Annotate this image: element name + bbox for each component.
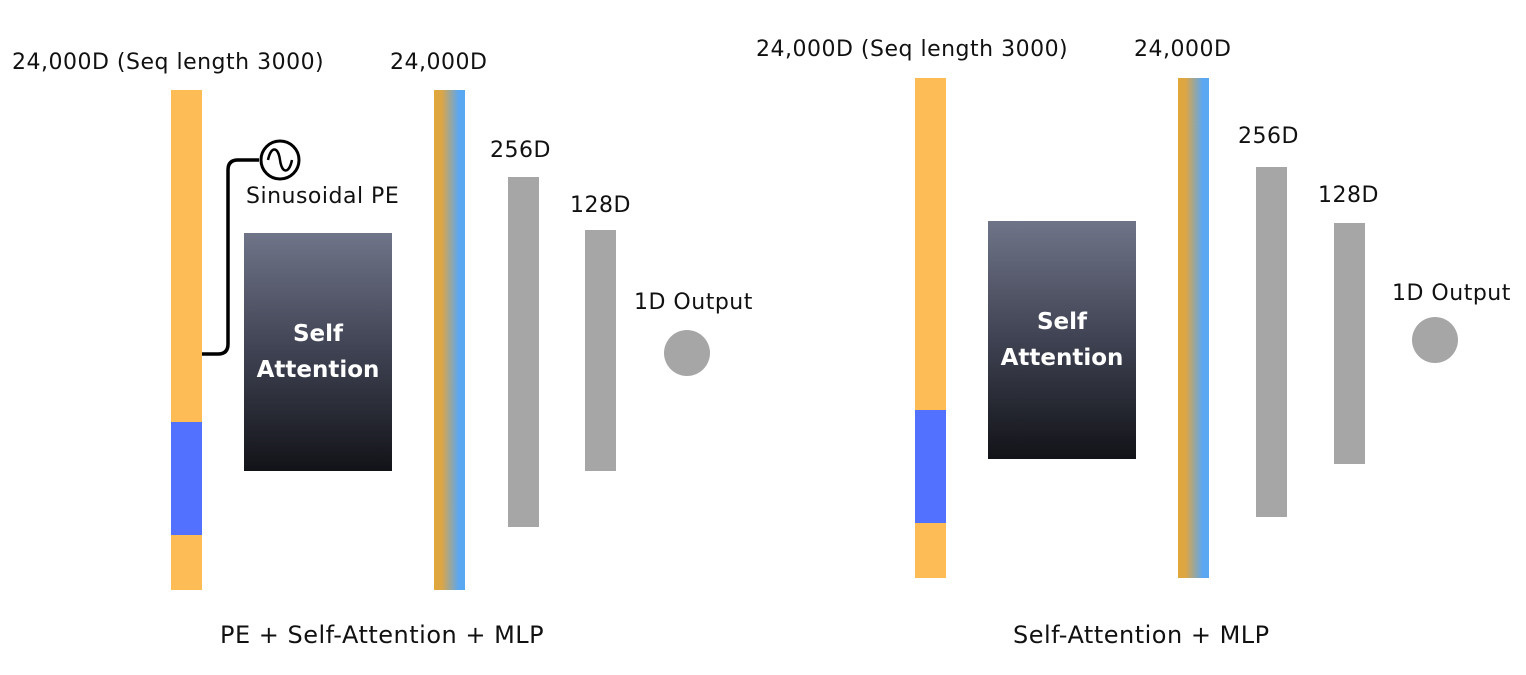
embedding-dimension-label: 24,000D — [1134, 37, 1232, 62]
sine-wave-icon — [259, 139, 301, 181]
layer1-label: 256D — [490, 138, 551, 163]
diagram-caption: PE + Self-Attention + MLP — [220, 621, 545, 649]
pe-label: Sinusoidal PE — [246, 184, 400, 209]
input-dimension-label: 24,000D (Seq length 3000) — [756, 37, 1069, 62]
mlp-layer1-bar — [508, 177, 539, 527]
mlp-layer2-bar — [585, 230, 616, 471]
output-node — [1412, 317, 1458, 363]
self-attention-block: Self Attention — [988, 221, 1136, 459]
layer1-label: 256D — [1238, 124, 1299, 149]
self-attention-label: Self Attention — [1000, 309, 1124, 371]
pe-connector — [202, 158, 259, 356]
output-node — [664, 330, 710, 376]
input-sequence-bar — [171, 90, 202, 590]
sequence-segment — [171, 90, 202, 422]
layer2-label: 128D — [570, 193, 631, 218]
sequence-segment — [915, 523, 946, 578]
sequence-segment — [171, 535, 202, 590]
highlighted-segment — [915, 410, 946, 523]
self-attention-block: Self Attention — [244, 233, 392, 471]
mlp-layer2-bar — [1334, 223, 1365, 464]
mlp-layer1-bar — [1256, 167, 1287, 517]
input-dimension-label: 24,000D (Seq length 3000) — [12, 50, 325, 75]
embedding-bar — [1178, 78, 1209, 578]
self-attention-label: Self Attention — [256, 321, 380, 383]
embedding-bar — [434, 90, 465, 590]
sequence-segment — [915, 78, 946, 410]
embedding-dimension-label: 24,000D — [390, 50, 488, 75]
output-label: 1D Output — [1392, 281, 1511, 306]
highlighted-segment — [171, 422, 202, 535]
diagram-caption: Self-Attention + MLP — [1013, 621, 1270, 649]
output-label: 1D Output — [634, 290, 753, 315]
input-sequence-bar — [915, 78, 946, 578]
layer2-label: 128D — [1318, 183, 1379, 208]
